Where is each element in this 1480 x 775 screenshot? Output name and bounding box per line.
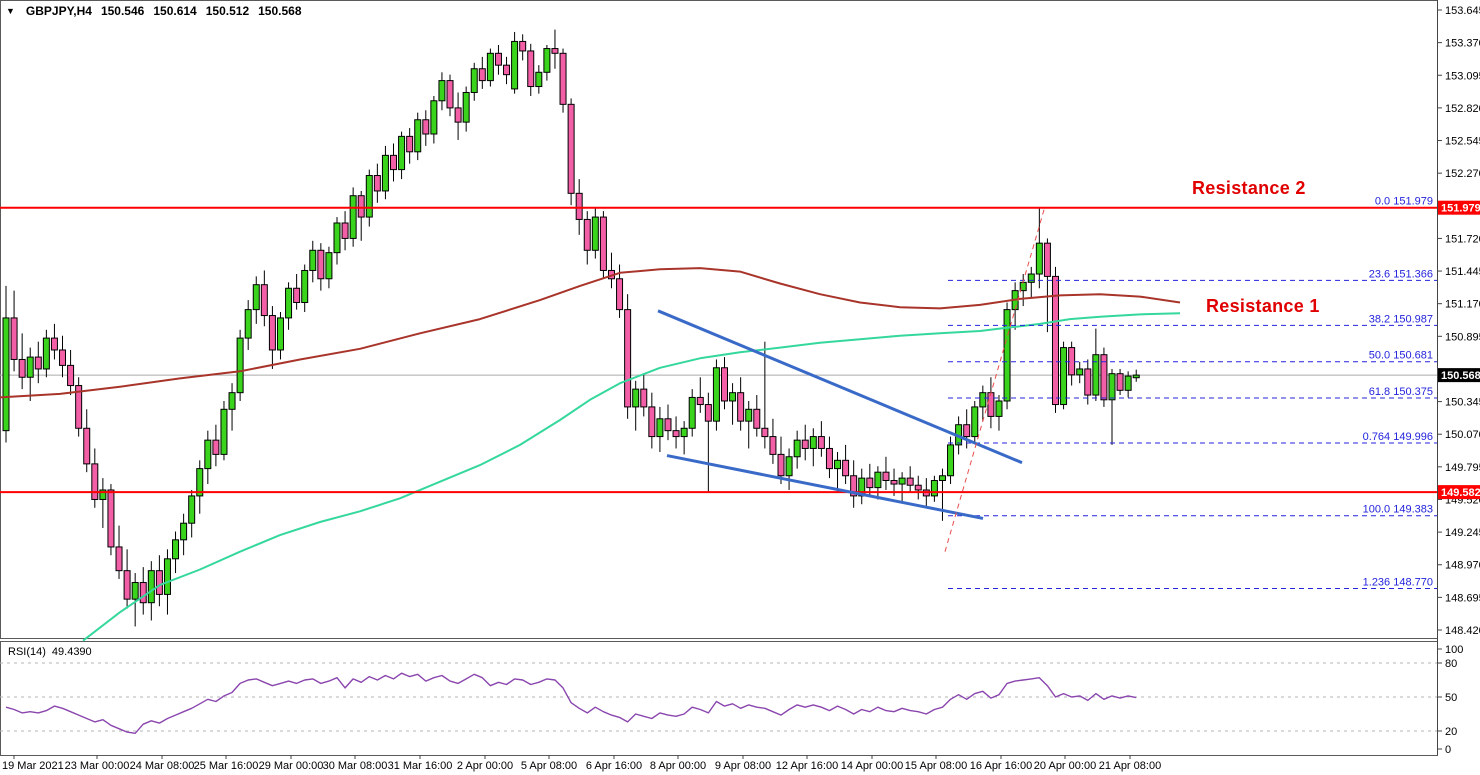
svg-text:149.582: 149.582 bbox=[1441, 487, 1480, 499]
svg-text:152.545: 152.545 bbox=[1445, 136, 1480, 148]
time-axis: 19 Mar 2021 23 Mar 00:00 24 Mar 08:00 25 Ma… bbox=[2, 755, 1161, 772]
symbol-timeframe: GBPJPY,H4 bbox=[25, 4, 92, 18]
price-tag-current: 150.568 bbox=[1438, 368, 1480, 383]
svg-text:153.645: 153.645 bbox=[1445, 5, 1480, 17]
svg-text:148.695: 148.695 bbox=[1445, 592, 1480, 604]
chart-title: ▼ GBPJPY,H4 150.546 150.614 150.512 150.… bbox=[6, 4, 302, 18]
rsi-name: RSI(14) bbox=[8, 646, 46, 658]
candlestick-series bbox=[2, 29, 1140, 627]
svg-text:15 Apr 08:00: 15 Apr 08:00 bbox=[905, 760, 967, 772]
svg-text:149.795: 149.795 bbox=[1445, 462, 1480, 474]
svg-text:24 Mar 08:00: 24 Mar 08:00 bbox=[130, 760, 195, 772]
svg-text:29 Mar 00:00: 29 Mar 00:00 bbox=[259, 760, 324, 772]
svg-text:151.979: 151.979 bbox=[1441, 203, 1480, 215]
symbol-dropdown-arrow: ▼ bbox=[6, 6, 15, 16]
svg-text:149.245: 149.245 bbox=[1445, 527, 1480, 539]
svg-text:150.895: 150.895 bbox=[1445, 331, 1480, 343]
svg-text:6 Apr 16:00: 6 Apr 16:00 bbox=[586, 760, 642, 772]
svg-text:0: 0 bbox=[1445, 744, 1451, 756]
svg-text:8 Apr 00:00: 8 Apr 00:00 bbox=[650, 760, 706, 772]
svg-text:151.720: 151.720 bbox=[1445, 233, 1480, 245]
svg-text:150.070: 150.070 bbox=[1445, 429, 1480, 441]
ohlc-high: 150.614 bbox=[153, 4, 197, 18]
svg-text:2 Apr 00:00: 2 Apr 00:00 bbox=[457, 760, 513, 772]
ohlc-open: 150.546 bbox=[100, 4, 145, 18]
resistance-2-label[interactable]: Resistance 2 bbox=[1192, 178, 1306, 198]
svg-text:61.8 150.375: 61.8 150.375 bbox=[1369, 386, 1433, 398]
svg-text:150.345: 150.345 bbox=[1445, 397, 1480, 409]
svg-text:148.420: 148.420 bbox=[1445, 625, 1480, 637]
ohlc-close: 150.568 bbox=[258, 4, 302, 18]
svg-text:150.568: 150.568 bbox=[1441, 370, 1480, 382]
svg-text:20: 20 bbox=[1445, 726, 1457, 738]
svg-text:30 Mar 08:00: 30 Mar 08:00 bbox=[323, 760, 388, 772]
rsi-value: 49.4390 bbox=[51, 646, 92, 658]
moving-average-ma-fast bbox=[82, 312, 1181, 642]
svg-text:152.820: 152.820 bbox=[1445, 103, 1480, 115]
svg-text:50: 50 bbox=[1445, 692, 1457, 704]
svg-text:23 Mar 00:00: 23 Mar 00:00 bbox=[65, 760, 130, 772]
svg-text:23.6 151.366: 23.6 151.366 bbox=[1369, 268, 1433, 280]
svg-text:14 Apr 00:00: 14 Apr 00:00 bbox=[841, 760, 903, 772]
rsi-line bbox=[5, 672, 1137, 734]
trendlines bbox=[657, 206, 1046, 552]
svg-text:153.370: 153.370 bbox=[1445, 38, 1480, 50]
svg-text:19 Mar 2021: 19 Mar 2021 bbox=[2, 760, 64, 772]
svg-text:50.0 150.681: 50.0 150.681 bbox=[1369, 350, 1433, 362]
svg-text:0.764 149.996: 0.764 149.996 bbox=[1363, 431, 1433, 443]
svg-text:152.270: 152.270 bbox=[1445, 168, 1480, 180]
ohlc-low: 150.512 bbox=[205, 4, 250, 18]
svg-text:9 Apr 08:00: 9 Apr 08:00 bbox=[715, 760, 771, 772]
svg-text:80: 80 bbox=[1445, 658, 1457, 670]
rsi-indicator-label: RSI(14) 49.4390 bbox=[8, 646, 92, 658]
price-tag-resistance-1: 151.979 bbox=[1438, 200, 1480, 215]
svg-text:148.970: 148.970 bbox=[1445, 560, 1480, 572]
svg-text:100: 100 bbox=[1445, 644, 1463, 656]
price-tag-resistance-2: 149.582 bbox=[1438, 485, 1480, 500]
svg-text:25 Mar 16:00: 25 Mar 16:00 bbox=[194, 760, 259, 772]
svg-text:21 Apr 08:00: 21 Apr 08:00 bbox=[1099, 760, 1161, 772]
svg-text:153.095: 153.095 bbox=[1445, 70, 1480, 82]
svg-text:31 Mar 16:00: 31 Mar 16:00 bbox=[388, 760, 453, 772]
resistance-lines bbox=[0, 206, 1437, 494]
ma-slow bbox=[0, 267, 1181, 399]
svg-text:0.0 151.979: 0.0 151.979 bbox=[1375, 196, 1433, 208]
svg-text:151.170: 151.170 bbox=[1445, 299, 1480, 311]
svg-text:20 Apr 00:00: 20 Apr 00:00 bbox=[1034, 760, 1096, 772]
svg-text:151.445: 151.445 bbox=[1445, 266, 1480, 278]
moving-average-ma-slow bbox=[0, 267, 1181, 399]
svg-text:16 Apr 16:00: 16 Apr 16:00 bbox=[970, 760, 1032, 772]
svg-text:100.0 149.383: 100.0 149.383 bbox=[1363, 504, 1433, 516]
svg-text:1.236 148.770: 1.236 148.770 bbox=[1363, 576, 1433, 588]
rsi-panel: 100 80 50 20 0 bbox=[0, 644, 1463, 756]
resistance-1-label[interactable]: Resistance 1 bbox=[1206, 296, 1320, 316]
svg-text:12 Apr 16:00: 12 Apr 16:00 bbox=[776, 760, 838, 772]
fibonacci-levels: 0.0 151.979 23.6 151.366 38.2 150.987 50.0 … bbox=[948, 196, 1437, 589]
ma-fast bbox=[82, 312, 1181, 642]
svg-text:38.2 150.987: 38.2 150.987 bbox=[1369, 313, 1433, 325]
svg-text:5 Apr 08:00: 5 Apr 08:00 bbox=[521, 760, 577, 772]
